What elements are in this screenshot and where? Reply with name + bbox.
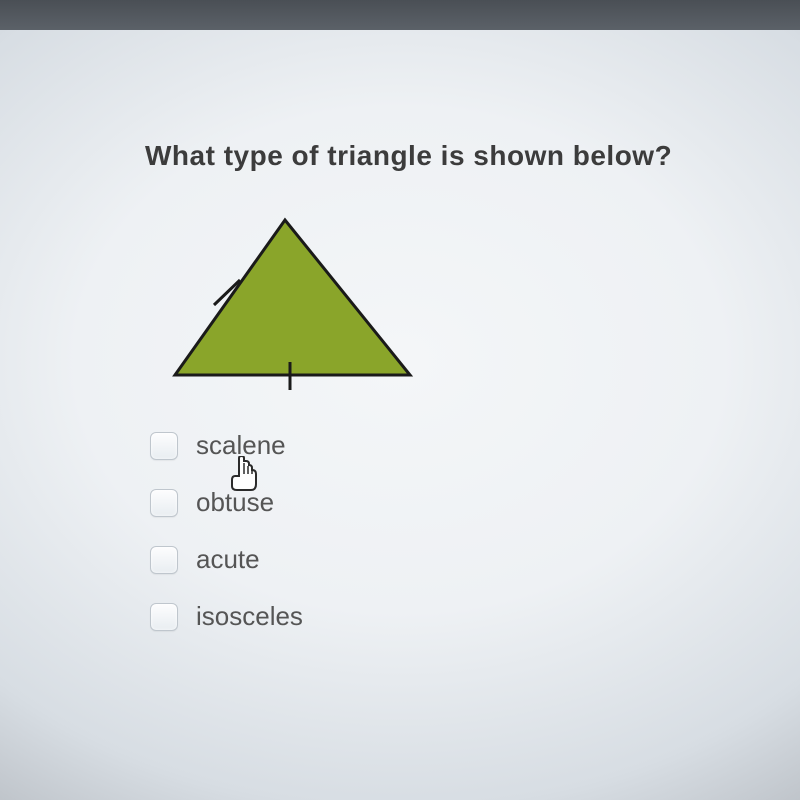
answer-options: scalene obtuse acute isosceles [150, 430, 450, 658]
option-label-obtuse: obtuse [196, 487, 274, 518]
option-label-scalene: scalene [196, 430, 286, 461]
option-obtuse[interactable]: obtuse [150, 487, 450, 518]
option-acute[interactable]: acute [150, 544, 450, 575]
option-scalene[interactable]: scalene [150, 430, 450, 461]
checkbox-scalene[interactable] [150, 432, 178, 460]
option-label-acute: acute [196, 544, 260, 575]
checkbox-obtuse[interactable] [150, 489, 178, 517]
question-block: What type of triangle is shown below? [145, 140, 705, 172]
triangle-figure [150, 210, 450, 410]
screen-top-bar [0, 0, 800, 30]
question-prompt: What type of triangle is shown below? [145, 140, 705, 172]
option-label-isosceles: isosceles [196, 601, 303, 632]
checkbox-acute[interactable] [150, 546, 178, 574]
checkbox-isosceles[interactable] [150, 603, 178, 631]
triangle-svg [150, 210, 450, 410]
option-isosceles[interactable]: isosceles [150, 601, 450, 632]
triangle-shape [175, 220, 410, 375]
